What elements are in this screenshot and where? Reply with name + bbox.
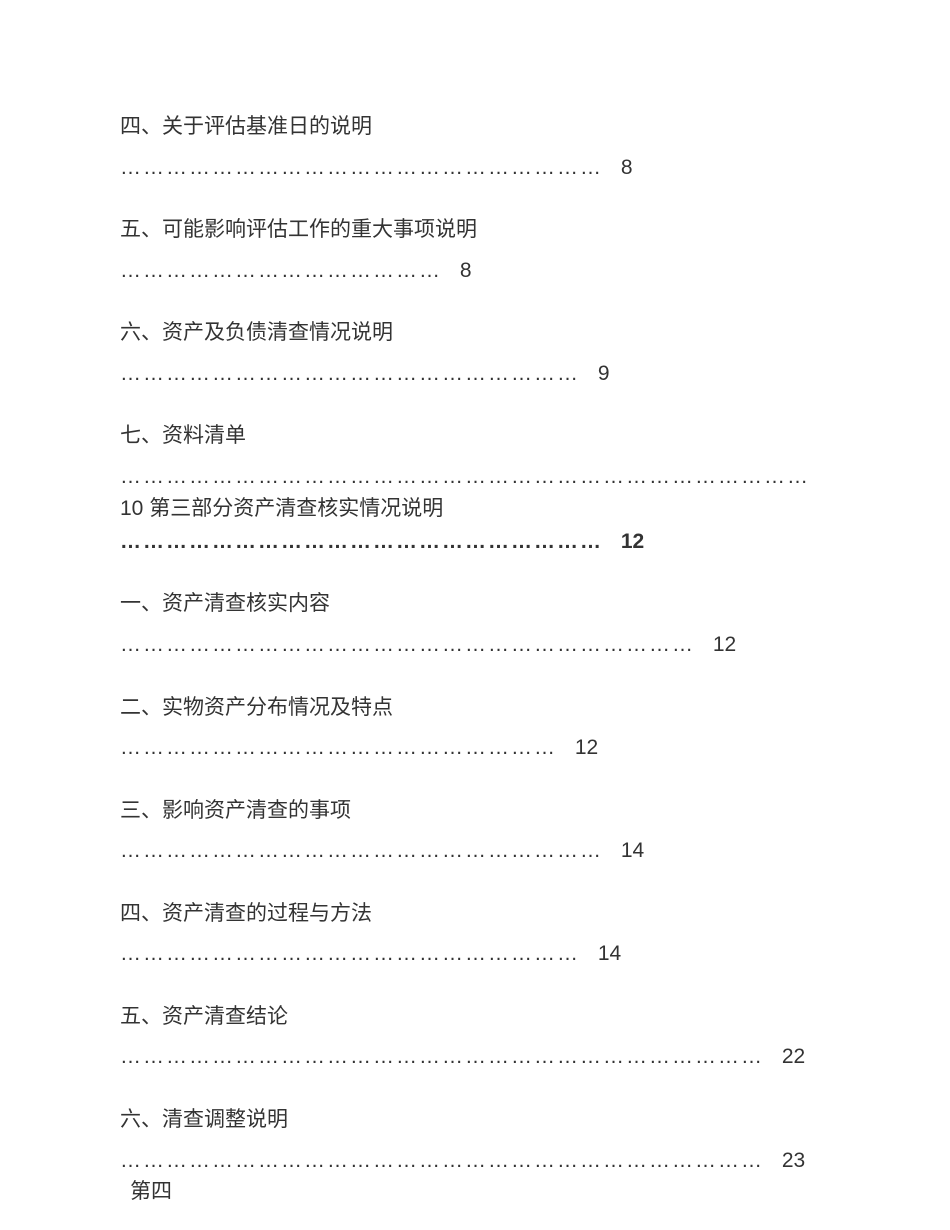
toc-title: 二、实物资产分布情况及特点: [120, 691, 835, 725]
page-number: 14: [598, 942, 621, 965]
leader-dots: …………………………………………………: [120, 736, 557, 759]
leader-dots: ………………………………………………………: [120, 839, 603, 862]
toc-entry: 三、影响资产清查的事项 ……………………………………………………… 14: [120, 794, 835, 867]
toc-leader: …………………………………… 8: [120, 255, 835, 287]
page-number: 14: [621, 839, 644, 862]
toc-leader: ………………………………………………………………………………: [120, 461, 835, 493]
leader-dots: …………………………………………………………………: [120, 633, 695, 656]
leader-dots: ………………………………………………………………………………: [120, 465, 810, 488]
toc-entry: 六、清查调整说明 ………………………………………………………………………… 23…: [120, 1103, 835, 1208]
toc-entry: 二、实物资产分布情况及特点 ………………………………………………… 12: [120, 691, 835, 764]
page-number: 12: [713, 633, 736, 656]
toc-leader: …………………………………………………… 9: [120, 358, 835, 390]
continuation-line: 10 第三部分资产清查核实情况说明: [120, 492, 835, 526]
toc-leader-bold: ……………………………………………………… 12: [120, 526, 835, 558]
toc-title: 三、影响资产清查的事项: [120, 794, 835, 828]
toc-leader: ………………………………………………… 12: [120, 732, 835, 764]
toc-entry: 四、关于评估基准日的说明 ……………………………………………………… 8: [120, 110, 835, 183]
leader-dots: ……………………………………………………: [120, 362, 580, 385]
toc-title: 五、可能影响评估工作的重大事项说明: [120, 213, 835, 247]
toc-title: 五、资产清查结论: [120, 1000, 835, 1034]
leader-dots: …………………………………………………………………………: [120, 1149, 764, 1172]
toc-title: 一、资产清查核实内容: [120, 587, 835, 621]
page-number: 23: [782, 1149, 805, 1172]
toc-title: 七、资料清单: [120, 419, 835, 453]
page-number: 12: [621, 530, 644, 553]
leader-dots: ……………………………………: [120, 259, 442, 282]
toc-leader: ………………………………………………………………………… 22: [120, 1041, 835, 1073]
toc-entry: 五、可能影响评估工作的重大事项说明 …………………………………… 8: [120, 213, 835, 286]
leader-dots: ……………………………………………………: [120, 942, 580, 965]
toc-title: 四、资产清查的过程与方法: [120, 897, 835, 931]
toc-leader: ………………………………………………………………… 12: [120, 629, 835, 661]
toc-entry: 七、资料清单 ……………………………………………………………………………… 10…: [120, 419, 835, 557]
toc-title: 六、清查调整说明: [120, 1103, 835, 1137]
toc-leader: ………………………………………………………………………… 23 第四: [120, 1145, 835, 1208]
toc-entry: 四、资产清查的过程与方法 …………………………………………………… 14: [120, 897, 835, 970]
toc-container: 四、关于评估基准日的说明 ……………………………………………………… 8 五、可…: [120, 110, 835, 1208]
page-number: 12: [575, 736, 598, 759]
page-number: 22: [782, 1045, 805, 1068]
leader-dots: ………………………………………………………: [120, 530, 603, 553]
toc-leader: ……………………………………………………… 14: [120, 835, 835, 867]
leader-dots: ………………………………………………………: [120, 156, 603, 179]
page-number: 8: [460, 259, 472, 282]
continuation-text: 第四: [130, 1180, 172, 1203]
toc-entry: 一、资产清查核实内容 ………………………………………………………………… 12: [120, 587, 835, 660]
toc-title: 六、资产及负债清查情况说明: [120, 316, 835, 350]
toc-entry: 六、资产及负债清查情况说明 …………………………………………………… 9: [120, 316, 835, 389]
toc-entry: 五、资产清查结论 ………………………………………………………………………… 22: [120, 1000, 835, 1073]
toc-title: 四、关于评估基准日的说明: [120, 110, 835, 144]
toc-leader: ……………………………………………………… 8: [120, 152, 835, 184]
toc-leader: …………………………………………………… 14: [120, 938, 835, 970]
page-number: 9: [598, 362, 610, 385]
page-number: 8: [621, 156, 633, 179]
leader-dots: …………………………………………………………………………: [120, 1045, 764, 1068]
